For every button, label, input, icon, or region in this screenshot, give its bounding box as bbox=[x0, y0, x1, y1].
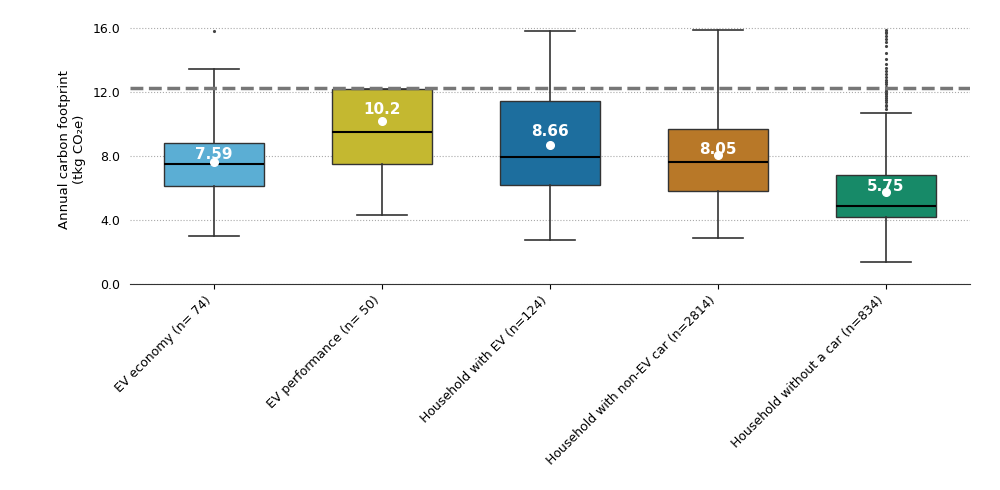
PathPatch shape bbox=[500, 100, 600, 185]
PathPatch shape bbox=[164, 143, 264, 186]
PathPatch shape bbox=[668, 128, 768, 191]
Text: 10.2: 10.2 bbox=[363, 102, 401, 117]
Text: 8.66: 8.66 bbox=[531, 124, 569, 139]
PathPatch shape bbox=[332, 89, 432, 164]
Text: 7.59: 7.59 bbox=[195, 147, 233, 162]
Text: 8.05: 8.05 bbox=[699, 142, 737, 157]
Text: 5.75: 5.75 bbox=[867, 179, 905, 194]
PathPatch shape bbox=[836, 175, 936, 217]
Y-axis label: Annual carbon footprint
(tkg CO₂e): Annual carbon footprint (tkg CO₂e) bbox=[58, 70, 86, 229]
